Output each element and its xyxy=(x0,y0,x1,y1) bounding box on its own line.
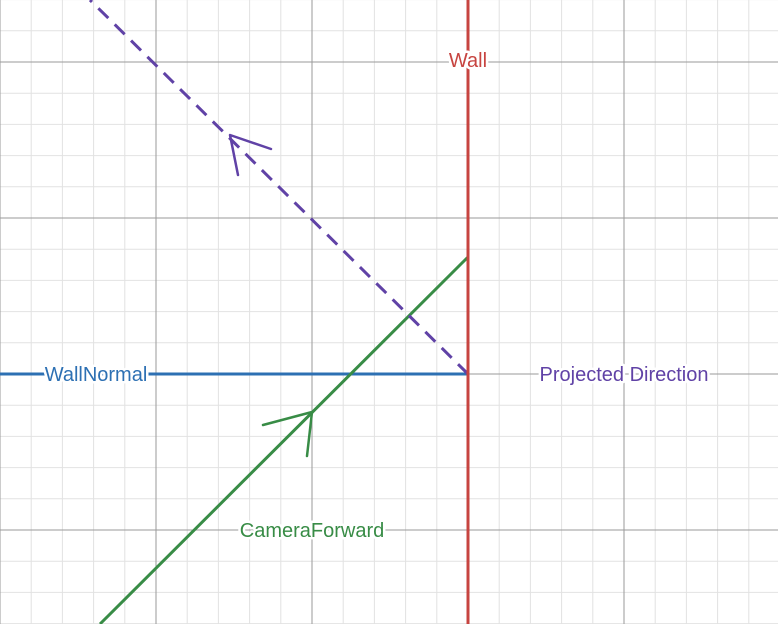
camera-forward-arrow-icon xyxy=(261,410,314,458)
projected-direction-line xyxy=(88,0,470,376)
camera-forward-label: CameraForward xyxy=(240,520,384,542)
projected-direction-label: Projected Direction xyxy=(540,364,709,386)
camera-forward-line xyxy=(98,255,470,624)
wall-label: Wall xyxy=(449,50,487,72)
wall-normal-label: WallNormal xyxy=(45,364,148,386)
projected-direction-arrow-icon xyxy=(228,133,273,177)
